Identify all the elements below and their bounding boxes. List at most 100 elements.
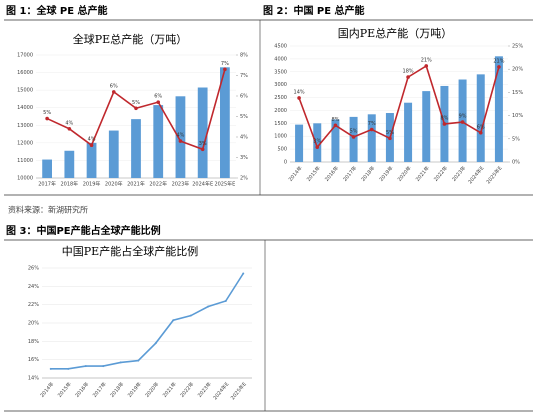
y2-tick-label: 4%: [240, 135, 248, 141]
y-tick-label: 4000: [274, 56, 287, 62]
y-tick-label: 16%: [28, 357, 39, 363]
y2-tick-label: 3%: [240, 155, 248, 161]
point: [406, 75, 410, 79]
x-tick-label: 2019年: [378, 165, 395, 183]
data-label: 5%: [132, 100, 140, 106]
data-label: 6%: [477, 124, 485, 130]
data-label: 4%: [176, 133, 184, 139]
x-tick-label: 2024年E: [192, 181, 213, 188]
point: [297, 96, 301, 100]
x-tick-label: 2025年E: [214, 181, 235, 188]
x-tick-label: 2020年: [105, 181, 123, 188]
y-tick-label: 2000: [274, 108, 287, 114]
data-label: 3%: [199, 141, 207, 147]
bar: [404, 102, 413, 162]
x-tick-label: 2023年: [451, 165, 468, 183]
y2-tick-label: 8%: [240, 53, 248, 59]
point: [45, 116, 49, 121]
x-tick-label: 2020年: [396, 165, 413, 183]
point: [111, 90, 116, 94]
line: [298, 64, 500, 149]
point: [189, 314, 192, 317]
x-tick-label: 2020年: [144, 381, 161, 399]
y-tick-label: 16000: [17, 70, 33, 76]
x-tick-label: 2024年E: [212, 381, 231, 402]
y2-tick-label: 5%: [512, 136, 520, 142]
point: [497, 65, 501, 69]
y-tick-label: 26%: [28, 266, 39, 272]
y2-tick-label: 5%: [240, 114, 248, 120]
data-label: 7%: [368, 121, 376, 127]
point: [84, 365, 87, 368]
data-label: 5%: [43, 110, 51, 116]
point: [137, 359, 140, 362]
x-tick-label: 2025年E: [485, 165, 504, 186]
data-label: 8%: [331, 117, 339, 123]
x-tick-label: 2024年E: [467, 165, 486, 186]
x-tick-label: 2021年: [414, 165, 431, 183]
x-tick-label: 2018年: [109, 381, 126, 399]
caption: 图 3：中国PE产能占全球产能比例: [6, 224, 161, 237]
point: [207, 305, 210, 308]
x-tick-label: 2023年: [172, 181, 190, 188]
y-tick-label: 17000: [17, 53, 33, 59]
x-tick-label: 2017年: [342, 165, 359, 183]
data-label: 21%: [493, 58, 504, 64]
y-tick-label: 20%: [28, 321, 39, 327]
x-tick-label: 2022年: [149, 181, 167, 188]
y-tick-label: 2500: [274, 95, 287, 101]
data-label: 3%: [313, 139, 321, 145]
x-tick-label: 2016年: [74, 381, 91, 399]
bar: [86, 142, 97, 178]
bar: [131, 119, 141, 178]
x-tick-label: 2022年: [179, 381, 196, 399]
bar: [175, 96, 186, 178]
bar: [331, 119, 340, 162]
y-tick-label: 14%: [28, 376, 39, 382]
x-tick-label: 2015年: [305, 165, 322, 183]
x-tick-label: 2014年: [287, 165, 304, 183]
y-tick-label: 4500: [274, 44, 287, 50]
y2-tick-label: 0%: [512, 160, 520, 166]
point: [200, 147, 205, 152]
bar: [349, 116, 358, 162]
caption: 图 1：全球 PE 总产能: [6, 4, 108, 17]
caption: 图 2：中国 PE 总产能: [263, 4, 365, 17]
y2-tick-label: 20%: [512, 67, 523, 73]
x-tick-label: 2025年E: [229, 381, 248, 402]
data-label: 7%: [221, 61, 229, 67]
y-tick-label: 11000: [17, 158, 33, 164]
x-tick-label: 2022年: [432, 165, 449, 183]
x-tick-label: 2021年: [127, 181, 145, 188]
y2-tick-label: 7%: [240, 73, 248, 79]
y2-tick-label: 15%: [512, 90, 523, 96]
source: 资料来源：新湖研究所: [8, 205, 88, 215]
y-tick-label: 3000: [274, 82, 287, 88]
data-label: 9%: [459, 114, 467, 120]
y-tick-label: 1500: [274, 121, 287, 127]
data-label: 6%: [154, 94, 162, 100]
y-tick-label: 18%: [28, 339, 39, 345]
point: [49, 367, 52, 370]
bar: [422, 91, 431, 162]
x-tick-label: 2018年: [360, 165, 377, 183]
x-tick-label: 2017年: [91, 381, 108, 399]
point: [224, 300, 227, 302]
y2-tick-label: 25%: [512, 44, 523, 50]
data-label: 6%: [110, 83, 118, 89]
x-tick-label: 2018年: [60, 181, 78, 188]
bar: [42, 159, 52, 178]
chart-title: 全球PE总产能（万吨）: [73, 32, 187, 46]
point: [315, 145, 320, 149]
y-tick-label: 500: [277, 147, 287, 153]
point: [67, 367, 70, 370]
point: [154, 342, 157, 345]
point: [351, 135, 356, 139]
bar: [153, 105, 164, 178]
bar: [220, 67, 230, 178]
y-tick-label: 0: [284, 160, 287, 166]
bar: [313, 123, 322, 162]
data-label: 5%: [350, 128, 358, 134]
bar: [476, 74, 485, 162]
point: [67, 127, 72, 131]
